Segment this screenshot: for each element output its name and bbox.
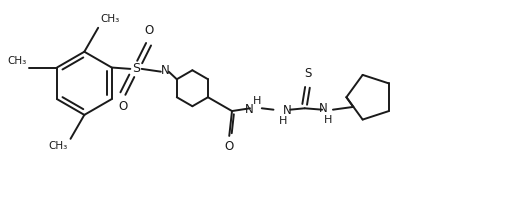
Text: O: O: [118, 101, 127, 114]
Text: H: H: [279, 116, 288, 126]
Text: O: O: [224, 140, 234, 153]
Text: N: N: [319, 102, 328, 115]
Text: S: S: [304, 68, 311, 81]
Text: CH₃: CH₃: [7, 56, 27, 66]
Text: N: N: [160, 64, 169, 77]
Text: H: H: [253, 96, 261, 106]
Text: CH₃: CH₃: [49, 141, 68, 151]
Text: S: S: [132, 62, 140, 75]
Text: CH₃: CH₃: [101, 14, 120, 24]
Text: N: N: [283, 104, 292, 117]
Text: H: H: [324, 115, 332, 125]
Text: N: N: [245, 103, 254, 116]
Text: O: O: [144, 24, 153, 37]
